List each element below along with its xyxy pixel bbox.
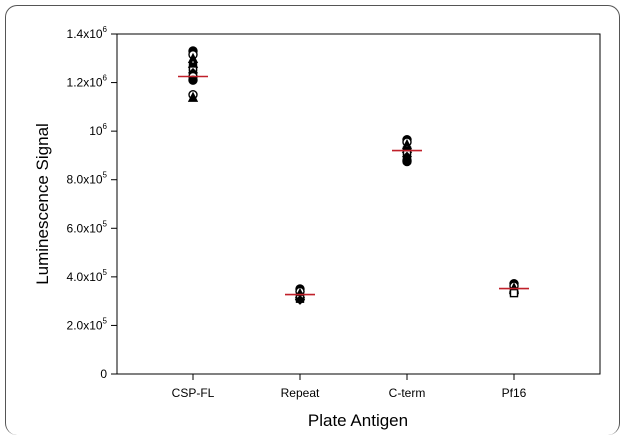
x-tick-label: C-term: [389, 386, 426, 400]
y-tick-exponent: 6: [103, 122, 108, 131]
y-tick-mantissa: 2.0x10: [67, 318, 103, 332]
y-tick-exponent: 6: [103, 25, 108, 34]
y-tick-label: 4.0x105: [67, 268, 108, 284]
x-axis-title: Plate Antigen: [308, 411, 408, 430]
y-tick-label: 2.0x105: [67, 316, 108, 332]
plot-area: [116, 33, 601, 375]
y-tick-exponent: 5: [103, 268, 108, 277]
x-axis: CSP-FL Repeat C-term Pf16: [172, 374, 527, 400]
y-tick-mantissa: 6.0x10: [67, 221, 103, 235]
y-tick-exponent: 5: [103, 316, 108, 325]
y-tick-mantissa: 8.0x10: [67, 173, 103, 187]
data-point: [509, 288, 519, 298]
y-tick-mantissa: 4.0x10: [67, 270, 103, 284]
figure-frame: [5, 5, 620, 435]
data-marks: [178, 46, 529, 305]
x-tick-label: Repeat: [281, 386, 320, 400]
y-tick-label: 6.0x105: [67, 219, 108, 235]
data-point: [187, 91, 199, 102]
x-tick-label: CSP-FL: [172, 386, 215, 400]
data-point: [295, 294, 305, 305]
y-tick-exponent: 6: [103, 74, 108, 83]
y-tick-label: 106: [89, 122, 107, 138]
y-tick-label: 1.4x106: [67, 25, 108, 41]
x-tick-label: Pf16: [502, 386, 527, 400]
y-axis-title: Luminescence Signal: [33, 123, 52, 285]
y-axis: 02.0x1054.0x1056.0x1058.0x1051061.2x1061…: [67, 25, 117, 381]
y-tick-label: 8.0x105: [67, 171, 108, 187]
data-point: [402, 156, 412, 167]
y-tick-label: 0: [100, 367, 107, 381]
y-tick-label: 1.2x106: [67, 74, 108, 90]
y-tick-exponent: 5: [103, 171, 108, 180]
y-tick-mantissa: 10: [89, 124, 103, 138]
data-point: [188, 75, 198, 85]
y-tick-mantissa: 1.4x10: [67, 27, 103, 41]
y-tick-mantissa: 0: [100, 367, 107, 381]
y-tick-mantissa: 1.2x10: [67, 76, 103, 90]
y-tick-exponent: 5: [103, 219, 108, 228]
